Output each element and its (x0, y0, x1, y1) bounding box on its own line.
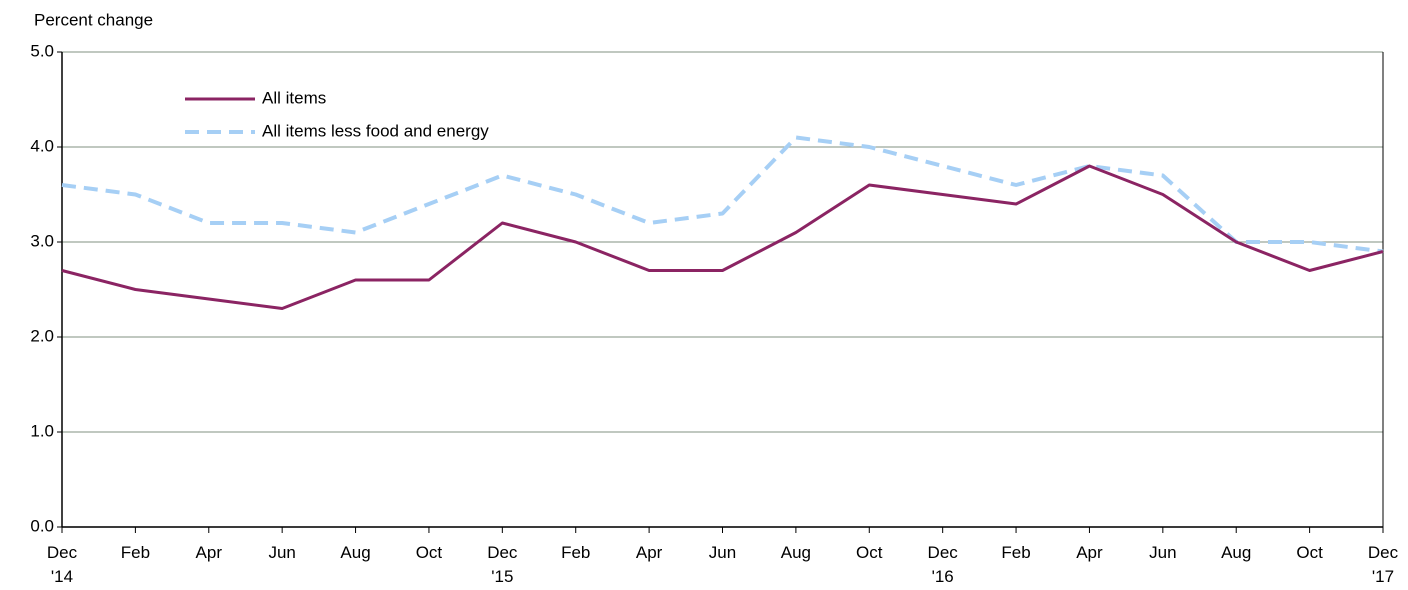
y-tick-label: 5.0 (30, 41, 54, 60)
x-tick-label: Apr (636, 543, 663, 562)
x-tick-label: Feb (1001, 543, 1030, 562)
y-tick-label: 0.0 (30, 516, 54, 535)
x-tick-label: Dec '14 (47, 543, 78, 586)
x-tick-label: Jun (1149, 543, 1176, 562)
y-tick-label: 1.0 (30, 421, 54, 440)
x-tick-label: Aug (340, 543, 370, 562)
series-line (61, 164, 1384, 310)
x-tick-label: Oct (416, 543, 443, 562)
x-tick-label: Dec '15 (487, 543, 518, 586)
x-tick-label: Jun (709, 543, 736, 562)
x-tick-label: Aug (1221, 543, 1251, 562)
x-tick-label: Dec '16 (928, 543, 959, 586)
x-tick-label: Feb (121, 543, 150, 562)
x-tick-label: Oct (1296, 543, 1323, 562)
x-tick-label: Apr (1076, 543, 1103, 562)
x-tick-label: Apr (196, 543, 223, 562)
legend-label: All items (262, 88, 326, 107)
x-tick-label: Feb (561, 543, 590, 562)
y-tick-label: 3.0 (30, 231, 54, 250)
y-tick-label: 2.0 (30, 326, 54, 345)
x-tick-label: Jun (268, 543, 295, 562)
x-tick-label: Oct (856, 543, 883, 562)
y-tick-label: 4.0 (30, 136, 54, 155)
y-axis-label: Percent change (34, 10, 153, 29)
x-tick-label: Dec '17 (1368, 543, 1399, 586)
legend-label: All items less food and energy (262, 121, 489, 140)
x-tick-label: Aug (781, 543, 811, 562)
series-line (61, 135, 1384, 254)
